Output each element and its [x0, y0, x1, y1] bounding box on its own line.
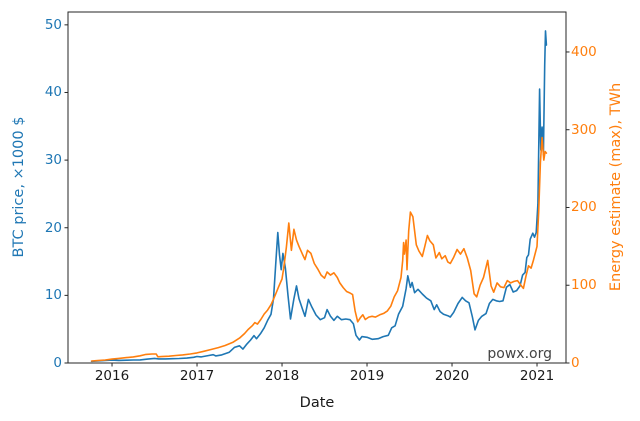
- btc-price-line: [90, 30, 548, 363]
- x-tick-label: 2019: [349, 368, 385, 384]
- watermark: powx.org: [487, 346, 552, 362]
- x-tick-label: 2020: [434, 368, 470, 384]
- x-tick-label: 2018: [264, 368, 300, 384]
- right-tick-label: 400: [571, 43, 597, 60]
- x-tick-label: 2017: [179, 368, 215, 384]
- left-tick-label: 30: [44, 152, 62, 169]
- left-tick-label: 20: [44, 219, 62, 236]
- left-tick-label: 10: [44, 287, 62, 304]
- left-tick-label: 50: [44, 16, 62, 33]
- left-tick-label: 40: [44, 84, 62, 101]
- left-axis-label: BTC price, ×1000 $: [11, 116, 27, 258]
- right-tick-label: 0: [571, 355, 580, 371]
- x-tick-label: 2016: [94, 368, 130, 384]
- right-axis-label: Energy estimate (max), TWh: [608, 82, 624, 292]
- right-tick-label: 100: [571, 277, 597, 294]
- right-tick-label: 300: [571, 121, 597, 138]
- right-tick-label: 200: [571, 199, 597, 216]
- left-tick-label: 0: [53, 355, 62, 371]
- energy-estimate-line: [90, 136, 548, 362]
- x-tick-label: 2021: [519, 368, 555, 384]
- x-axis-label: Date: [299, 395, 335, 411]
